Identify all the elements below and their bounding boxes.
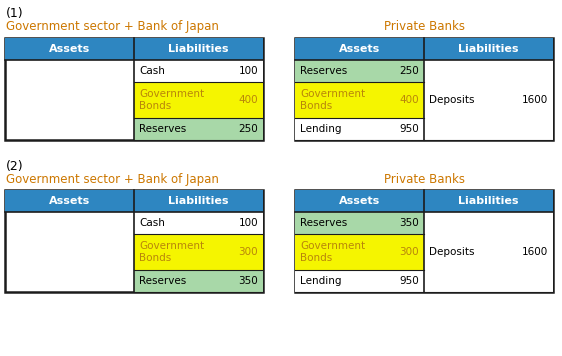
Text: Reserves: Reserves xyxy=(139,124,186,134)
Text: Liabilities: Liabilities xyxy=(168,44,229,54)
Bar xyxy=(134,270,263,292)
Bar xyxy=(295,82,424,118)
Text: Liabilities: Liabilities xyxy=(168,196,229,206)
Text: 250: 250 xyxy=(399,66,419,76)
Text: 300: 300 xyxy=(400,247,419,257)
Text: Cash: Cash xyxy=(139,66,165,76)
Text: 950: 950 xyxy=(399,276,419,286)
Bar xyxy=(134,38,263,60)
Text: Reserves: Reserves xyxy=(300,218,347,228)
Text: Government sector + Bank of Japan: Government sector + Bank of Japan xyxy=(6,20,219,33)
Bar xyxy=(5,38,263,140)
Bar xyxy=(295,118,424,140)
Text: Assets: Assets xyxy=(339,196,380,206)
Text: 1600: 1600 xyxy=(522,95,548,105)
Bar xyxy=(134,212,263,234)
Text: Private Banks: Private Banks xyxy=(383,20,465,33)
Text: Liabilities: Liabilities xyxy=(458,44,519,54)
Text: Government
Bonds: Government Bonds xyxy=(300,241,365,263)
Bar xyxy=(5,38,263,60)
Bar xyxy=(424,60,553,140)
Text: Private Banks: Private Banks xyxy=(383,173,465,186)
Text: 400: 400 xyxy=(400,95,419,105)
Text: 400: 400 xyxy=(238,95,258,105)
Text: 250: 250 xyxy=(238,124,258,134)
Bar xyxy=(5,190,263,292)
Text: Government
Bonds: Government Bonds xyxy=(300,89,365,111)
Text: 350: 350 xyxy=(399,218,419,228)
Bar xyxy=(295,60,424,82)
Text: Government sector + Bank of Japan: Government sector + Bank of Japan xyxy=(6,173,219,186)
Text: 1600: 1600 xyxy=(522,247,548,257)
Bar xyxy=(424,190,553,212)
Text: Liabilities: Liabilities xyxy=(458,196,519,206)
Text: Government
Bonds: Government Bonds xyxy=(139,241,204,263)
Bar xyxy=(134,60,263,82)
Text: 100: 100 xyxy=(238,218,258,228)
Bar xyxy=(424,212,553,292)
Text: Lending: Lending xyxy=(300,276,342,286)
Text: (1): (1) xyxy=(6,7,24,20)
Text: Deposits: Deposits xyxy=(429,247,474,257)
Text: (2): (2) xyxy=(6,160,24,173)
Text: Assets: Assets xyxy=(49,196,90,206)
Text: Cash: Cash xyxy=(139,218,165,228)
Bar xyxy=(295,190,424,212)
Text: 950: 950 xyxy=(399,124,419,134)
Bar xyxy=(295,38,553,140)
Text: Reserves: Reserves xyxy=(139,276,186,286)
Bar xyxy=(134,82,263,118)
Text: Government
Bonds: Government Bonds xyxy=(139,89,204,111)
Bar xyxy=(134,234,263,270)
Bar xyxy=(295,270,424,292)
Text: Assets: Assets xyxy=(339,44,380,54)
Text: Deposits: Deposits xyxy=(429,95,474,105)
Text: 300: 300 xyxy=(238,247,258,257)
Bar xyxy=(295,212,424,234)
Bar xyxy=(424,38,553,60)
Bar xyxy=(5,190,263,212)
Bar xyxy=(5,190,134,212)
Text: Reserves: Reserves xyxy=(300,66,347,76)
Bar xyxy=(134,190,263,212)
Bar xyxy=(295,38,424,60)
Bar xyxy=(5,38,134,60)
Bar xyxy=(134,118,263,140)
Bar xyxy=(295,190,553,292)
Text: 350: 350 xyxy=(238,276,258,286)
Text: Assets: Assets xyxy=(49,44,90,54)
Bar xyxy=(295,234,424,270)
Text: 100: 100 xyxy=(238,66,258,76)
Text: Lending: Lending xyxy=(300,124,342,134)
